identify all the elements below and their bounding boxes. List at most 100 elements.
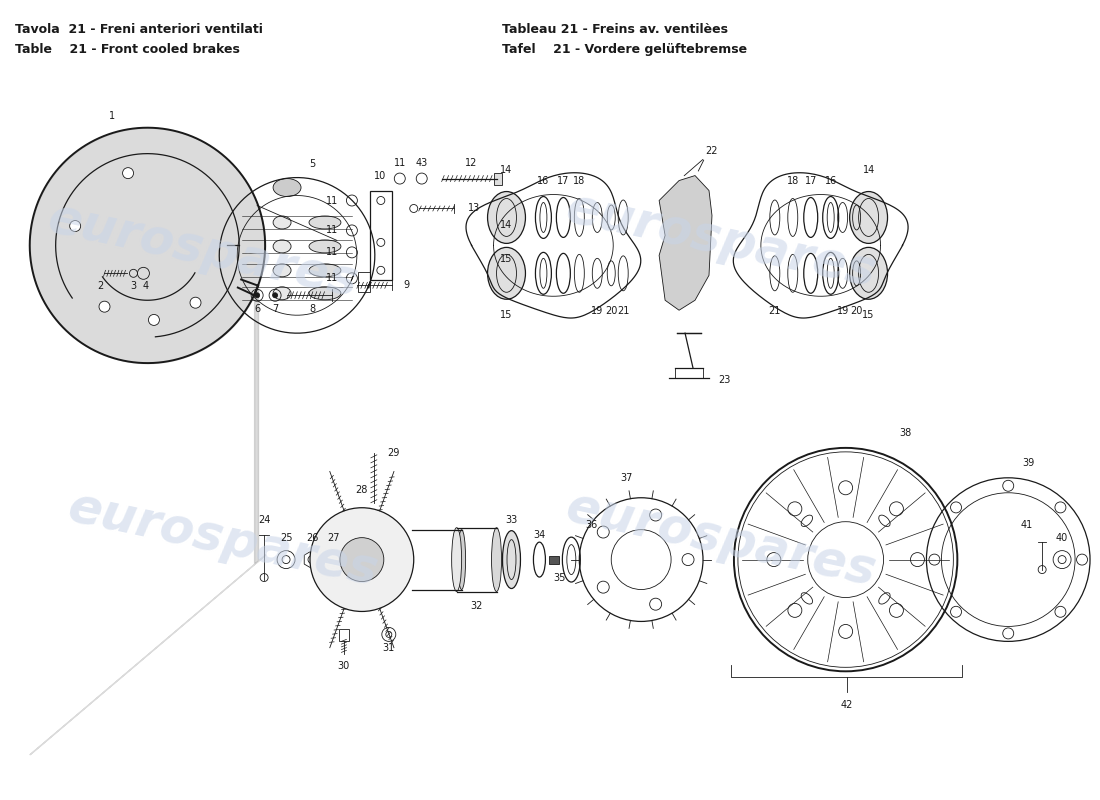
Text: 5: 5 <box>309 158 315 169</box>
Text: 30: 30 <box>338 662 350 671</box>
Text: 1: 1 <box>109 110 116 121</box>
Text: Tableau 21 - Freins av. ventilèes: Tableau 21 - Freins av. ventilèes <box>502 23 727 36</box>
Text: 21: 21 <box>769 306 781 316</box>
Text: 33: 33 <box>505 514 518 525</box>
Ellipse shape <box>879 515 890 526</box>
Text: 18: 18 <box>573 175 585 186</box>
Text: 31: 31 <box>383 643 395 654</box>
Text: 17: 17 <box>558 175 570 186</box>
Text: 11: 11 <box>394 158 406 168</box>
Text: 28: 28 <box>355 485 368 494</box>
Text: Tavola  21 - Freni anteriori ventilati: Tavola 21 - Freni anteriori ventilati <box>14 23 263 36</box>
Ellipse shape <box>487 191 526 243</box>
Text: 10: 10 <box>374 170 386 181</box>
Text: 21: 21 <box>617 306 629 316</box>
Text: 26: 26 <box>306 533 318 542</box>
Circle shape <box>890 502 903 516</box>
Text: 9: 9 <box>404 280 410 290</box>
Text: 12: 12 <box>465 158 477 168</box>
Ellipse shape <box>849 247 888 299</box>
Text: 24: 24 <box>257 514 271 525</box>
Bar <box>549 556 560 563</box>
Circle shape <box>950 606 961 618</box>
Text: 17: 17 <box>804 175 817 186</box>
Circle shape <box>650 598 661 610</box>
Text: 15: 15 <box>862 310 874 320</box>
Circle shape <box>682 554 694 566</box>
Ellipse shape <box>309 240 341 253</box>
Text: 38: 38 <box>900 428 912 438</box>
Text: 37: 37 <box>620 473 632 483</box>
Text: 2: 2 <box>98 282 103 291</box>
Text: 36: 36 <box>585 520 597 530</box>
Circle shape <box>928 554 939 565</box>
Text: 15: 15 <box>500 254 513 264</box>
Circle shape <box>254 293 260 298</box>
Text: 3: 3 <box>131 282 136 291</box>
Text: eurospares: eurospares <box>43 194 362 306</box>
Ellipse shape <box>273 286 292 300</box>
Text: 7: 7 <box>272 304 278 314</box>
Ellipse shape <box>849 191 888 243</box>
Circle shape <box>148 314 159 326</box>
Text: 11: 11 <box>326 247 338 258</box>
Text: 8: 8 <box>309 304 315 314</box>
Circle shape <box>1055 606 1066 618</box>
Text: 16: 16 <box>825 175 837 186</box>
Text: 6: 6 <box>254 304 261 314</box>
Ellipse shape <box>273 178 301 197</box>
Text: 42: 42 <box>840 700 852 710</box>
Circle shape <box>890 603 903 618</box>
Text: Table    21 - Front cooled brakes: Table 21 - Front cooled brakes <box>14 43 240 56</box>
Text: 23: 23 <box>718 375 730 385</box>
Circle shape <box>838 481 853 494</box>
Text: 39: 39 <box>1022 458 1034 468</box>
Circle shape <box>911 553 924 566</box>
Circle shape <box>767 553 781 566</box>
Ellipse shape <box>309 264 341 277</box>
Ellipse shape <box>487 247 526 299</box>
Text: Tafel    21 - Vordere gelüftebremse: Tafel 21 - Vordere gelüftebremse <box>502 43 747 56</box>
Circle shape <box>1003 480 1014 491</box>
Text: 19: 19 <box>836 306 849 316</box>
Text: 14: 14 <box>500 165 513 174</box>
Circle shape <box>340 538 384 582</box>
Text: 43: 43 <box>416 158 428 168</box>
Polygon shape <box>659 175 712 310</box>
Text: 40: 40 <box>1056 533 1068 542</box>
Circle shape <box>788 502 802 516</box>
Ellipse shape <box>492 528 502 591</box>
Text: 11: 11 <box>326 226 338 235</box>
Circle shape <box>950 502 961 513</box>
Text: eurospares: eurospares <box>561 483 880 596</box>
Ellipse shape <box>273 216 292 229</box>
Circle shape <box>99 301 110 312</box>
Circle shape <box>838 625 853 638</box>
Text: 19: 19 <box>591 306 604 316</box>
Circle shape <box>597 526 609 538</box>
Text: 14: 14 <box>500 221 513 230</box>
Circle shape <box>69 221 80 231</box>
Ellipse shape <box>273 264 292 277</box>
Ellipse shape <box>879 593 890 604</box>
Circle shape <box>310 508 414 611</box>
Circle shape <box>597 581 609 593</box>
Text: 22: 22 <box>706 146 718 156</box>
Text: 14: 14 <box>862 165 874 174</box>
Text: 13: 13 <box>468 203 480 214</box>
Text: 41: 41 <box>1021 520 1033 530</box>
Ellipse shape <box>452 528 462 591</box>
Ellipse shape <box>309 286 341 300</box>
Ellipse shape <box>801 593 813 604</box>
Circle shape <box>122 168 133 178</box>
Circle shape <box>1077 554 1088 565</box>
Text: 16: 16 <box>537 175 550 186</box>
Text: 25: 25 <box>279 533 293 542</box>
Text: 11: 11 <box>326 274 338 283</box>
Ellipse shape <box>503 530 520 589</box>
Text: eurospares: eurospares <box>63 483 382 596</box>
Text: eurospares: eurospares <box>561 184 880 297</box>
Text: 20: 20 <box>605 306 617 316</box>
Circle shape <box>650 509 661 521</box>
Text: 15: 15 <box>500 310 513 320</box>
